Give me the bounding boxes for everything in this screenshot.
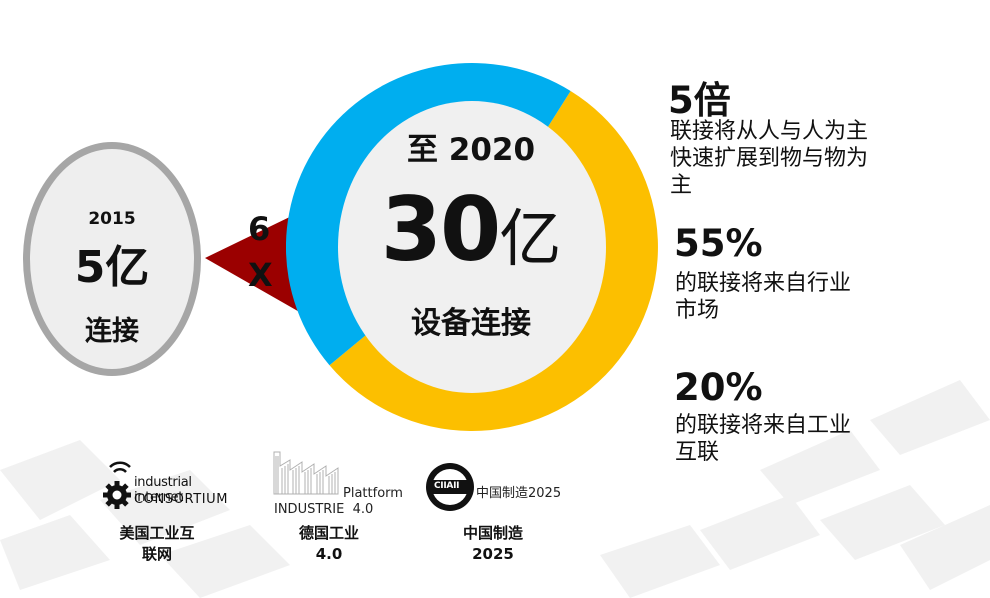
logo-3-caption: 中国制造 2025 (438, 523, 548, 565)
stat-2-value: 55% (674, 222, 763, 265)
circle-2015-label: 连接 (85, 316, 139, 347)
iic-logo-text-2: CONSORTIUM (134, 492, 229, 507)
iic-logo-text-1: industrial internet (134, 475, 192, 505)
ciiaii-badge-icon (426, 463, 474, 511)
logo-1-caption-line: 联网 (141, 545, 172, 563)
multiplier-number: 6 (248, 210, 271, 248)
donut-center (338, 101, 606, 393)
ciiaii-logo: CIIAII 中国制造2025 (424, 458, 574, 516)
logo-3-caption-line: 中国制造 (462, 524, 523, 542)
stat-1-desc-line: 快速扩展到物与物为 (670, 146, 869, 171)
factory-icon (273, 451, 339, 495)
industrie-text: INDUSTRIE 4.0 (274, 502, 374, 517)
plattform-text: Plattform (343, 486, 403, 501)
center-value: 30亿 (356, 178, 586, 281)
circle-2015: 2015 5亿 连接 (23, 142, 201, 376)
logo-1-caption: 美国工业互 联网 (102, 523, 212, 565)
center-year: 至 2020 (406, 132, 536, 168)
stat-3-desc-line: 互联 (675, 440, 720, 465)
center-label: 设备连接 (411, 306, 531, 341)
stat-3-desc: 的联接将来自工业 互联 (675, 412, 905, 466)
logo-2-caption: 德国工业 4.0 (274, 523, 384, 565)
stat-2-desc-line: 的联接将来自行业 (675, 271, 852, 296)
stat-2-desc: 的联接将来自行业 市场 (675, 270, 905, 324)
stat-1-desc-line: 联接将从人与人为主 (670, 119, 869, 144)
arrow-shape (205, 212, 310, 318)
stat-1-desc: 联接将从人与人为主 快速扩展到物与物为 主 (670, 118, 900, 199)
stat-3-desc-line: 的联接将来自工业 (675, 413, 852, 438)
logo-2-caption-line: 德国工业 (298, 524, 359, 542)
center-number: 30 (380, 178, 501, 281)
circle-2015-year: 2015 (88, 209, 136, 229)
logo-2-caption-line: 4.0 (315, 545, 343, 563)
stat-2-desc-line: 市场 (675, 298, 720, 323)
center-unit: 亿 (499, 202, 562, 275)
multiplier-x: X (248, 256, 273, 294)
circle-2015-value: 5亿 (74, 242, 150, 293)
made-in-china-text: 中国制造2025 (476, 486, 562, 501)
logo-1-caption-line: 美国工业互 (119, 524, 195, 542)
donut-chart (286, 63, 658, 431)
plattform-industrie-logo: Plattform INDUSTRIE 4.0 (272, 450, 412, 520)
stat-1-desc-line: 主 (670, 173, 693, 198)
ciiaii-badge-text: CIIAII (434, 481, 460, 491)
stat-3-value: 20% (674, 366, 763, 409)
stat-1-value: 5倍 (668, 79, 731, 122)
logo-3-caption-line: 2025 (472, 545, 514, 563)
iic-logo: industrial internet CONSORTIUM (100, 455, 230, 517)
gear-icon (103, 461, 131, 509)
